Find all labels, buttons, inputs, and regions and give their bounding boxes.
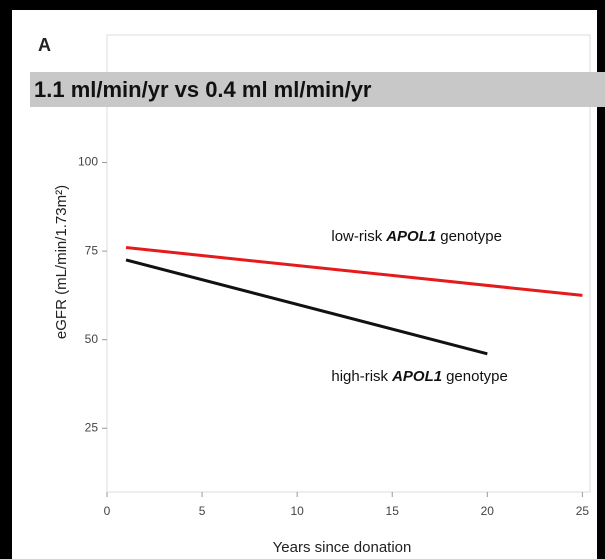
y-tick-label: 50: [85, 332, 99, 346]
x-tick-label: 10: [290, 504, 304, 518]
x-axis-label: Years since donation: [273, 539, 412, 556]
x-tick-label: 5: [199, 504, 206, 518]
annotation: high-risk APOL1 genotype: [331, 368, 507, 385]
x-tick-label: 25: [576, 504, 590, 518]
annotation-part: genotype: [446, 368, 508, 385]
plot-frame: [106, 34, 591, 493]
annotation: low-risk APOL1 genotype: [331, 228, 502, 245]
trend-line: [125, 246, 583, 297]
annotation-part: low-risk: [331, 228, 382, 245]
x-tick-label: 0: [104, 504, 111, 518]
chart-title: 1.1 ml/min/yr vs 0.4 ml ml/min/yr: [34, 77, 372, 102]
y-tick-label: 100: [78, 155, 98, 169]
title-banner: [30, 72, 605, 107]
panel-label: A: [38, 35, 51, 55]
x-tick-label: 15: [386, 504, 400, 518]
annotation-part: APOL1: [385, 228, 436, 245]
y-axis-label: eGFR (mL/min/1.73m²): [53, 185, 70, 339]
y-tick-label: 75: [85, 243, 99, 257]
annotation-part: high-risk: [331, 368, 388, 385]
annotation-part: genotype: [440, 228, 502, 245]
x-tick-label: 20: [481, 504, 495, 518]
trend-line: [125, 258, 488, 356]
y-tick-label: 25: [85, 420, 99, 434]
annotation-part: APOL1: [391, 368, 442, 385]
